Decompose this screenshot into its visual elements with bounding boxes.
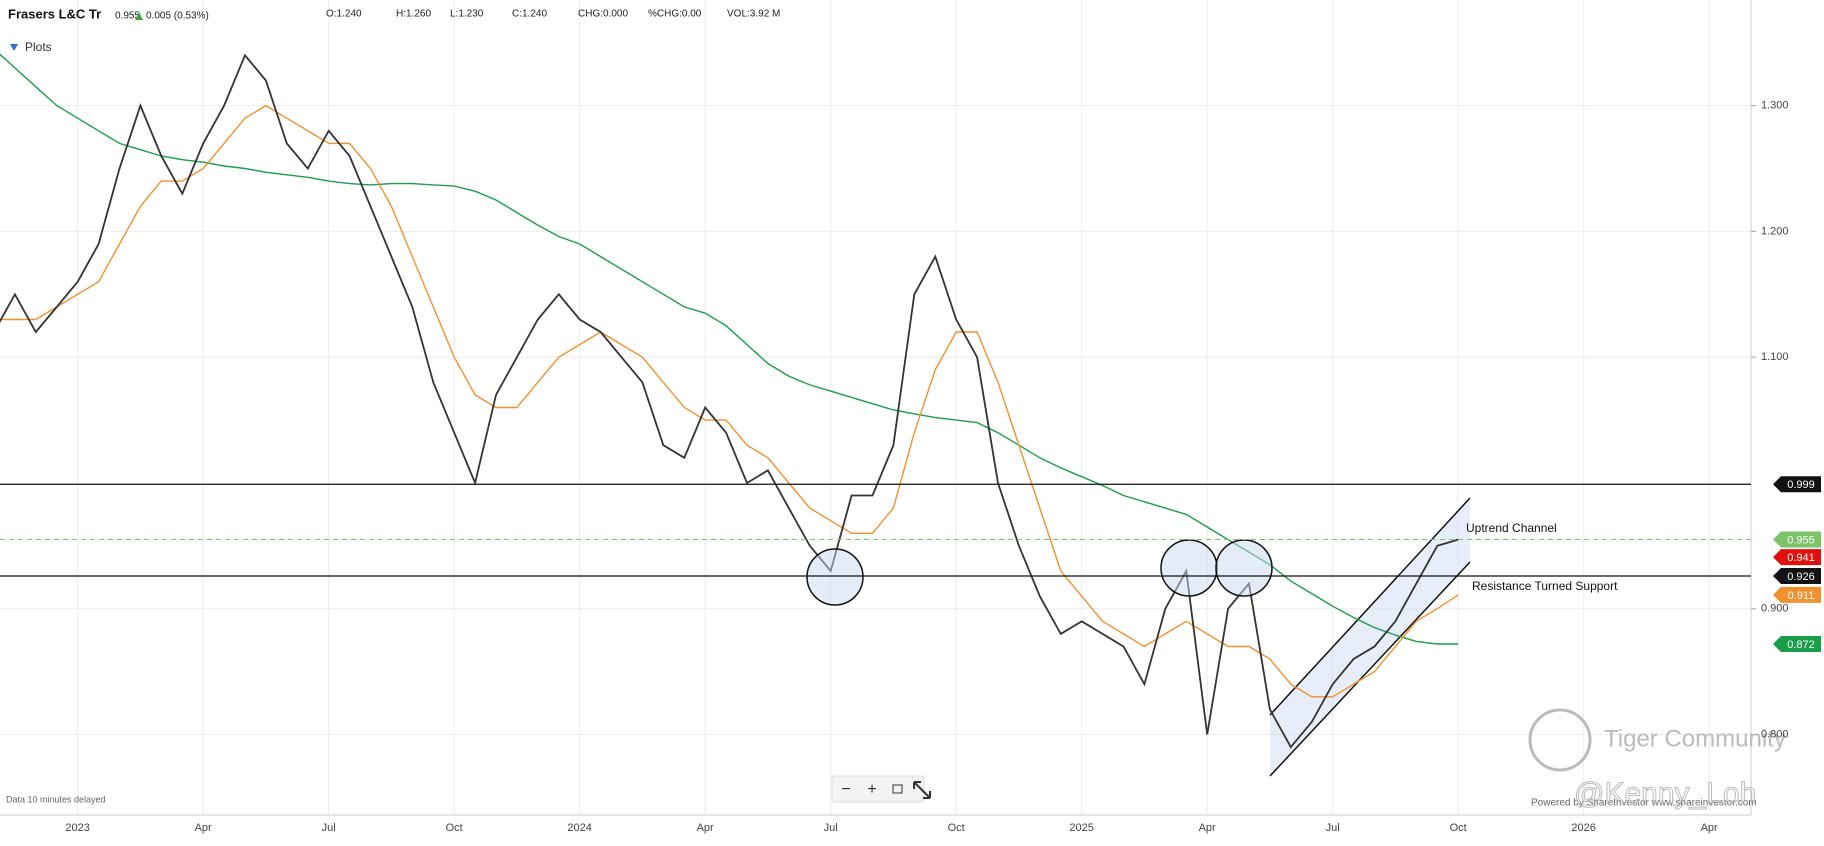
price-markers: 0.999 0.955 0.941 0.926 0.911 0.872 xyxy=(0,476,1821,652)
x-tick-label: Jul xyxy=(322,822,336,834)
x-tick-label: Oct xyxy=(1450,822,1467,834)
price-line xyxy=(0,53,1459,749)
x-tick-label: Oct xyxy=(446,822,463,834)
up-arrow xyxy=(135,12,143,20)
fit-button[interactable] xyxy=(892,784,903,794)
x-tick-label: 2023 xyxy=(65,822,89,834)
price-marker xyxy=(1773,635,1821,652)
powered-by: Powered by ShareInvestor www.shareinvest… xyxy=(1531,798,1757,809)
price-line xyxy=(0,104,1459,698)
price-marker xyxy=(1773,549,1821,566)
zoom-in[interactable]: + xyxy=(867,781,876,798)
last-price: 0.955 xyxy=(115,11,140,22)
x-tick-label: Jul xyxy=(1326,822,1340,834)
y-tick-label: 1.300 xyxy=(1761,100,1789,112)
annotation: Resistance Turned Support xyxy=(1472,579,1618,593)
expand-button[interactable] xyxy=(913,781,931,799)
price-marker xyxy=(1773,476,1821,493)
zoom-controls: − + xyxy=(831,775,931,803)
watermark-user: @Kenny_Loh xyxy=(1574,777,1756,810)
annotation: Uptrend Channel xyxy=(1466,521,1557,535)
x-tick-label: 2024 xyxy=(567,822,591,834)
price-change: 0.005 (0.53%) xyxy=(146,11,209,22)
x-tick-label: Oct xyxy=(948,822,965,834)
zoom-out[interactable]: − xyxy=(841,781,850,798)
x-tick-label: Apr xyxy=(1199,822,1216,834)
x-tick-label: Jul xyxy=(824,822,838,834)
series-group xyxy=(0,53,1459,749)
price-marker-label: 0.955 xyxy=(1787,534,1815,546)
y-tick-label: 1.100 xyxy=(1761,351,1789,363)
close: C:1.240 xyxy=(512,9,547,20)
price-marker-label: 0.872 xyxy=(1787,639,1815,651)
low: L:1.230 xyxy=(450,9,484,20)
x-tick-label: Apr xyxy=(195,822,212,834)
y-tick-label: 0.900 xyxy=(1761,603,1789,615)
percent-change: %CHG:0.00 xyxy=(648,9,702,20)
price-line xyxy=(0,53,1459,645)
zoom-bar xyxy=(831,775,925,803)
price-marker-label: 0.911 xyxy=(1788,590,1815,602)
highlight-circle xyxy=(1160,539,1218,597)
channel-line xyxy=(1269,561,1471,777)
open: O:1.240 xyxy=(326,9,362,20)
instrument-name: Frasers L&C Tr xyxy=(8,6,101,21)
price-marker-label: 0.999 xyxy=(1787,479,1815,491)
channel-line xyxy=(1269,497,1471,716)
y-tick-label: 1.200 xyxy=(1761,225,1789,237)
price-marker xyxy=(1773,568,1821,585)
plots-toggle[interactable]: Plots xyxy=(25,40,52,54)
x-tick-label: Apr xyxy=(1701,822,1718,834)
price-marker-label: 0.941 xyxy=(1787,552,1815,564)
change: CHG:0.000 xyxy=(578,9,628,20)
x-tick-label: Apr xyxy=(697,822,714,834)
grid xyxy=(0,0,1756,815)
highlight-circle xyxy=(1215,539,1273,597)
price-marker-label: 0.926 xyxy=(1787,571,1815,583)
watermark: Tiger Community xyxy=(1604,725,1786,752)
price-marker xyxy=(1773,531,1821,548)
plots-toggle-icon[interactable] xyxy=(10,44,18,51)
high: H:1.260 xyxy=(396,9,431,20)
highlight-circle xyxy=(806,548,864,606)
y-tick-label: 0.800 xyxy=(1761,728,1789,740)
delay-note: Data 10 minutes delayed xyxy=(6,794,106,804)
watermark-logo xyxy=(1528,708,1592,772)
x-tick-label: 2026 xyxy=(1571,822,1595,834)
x-tick-label: 2025 xyxy=(1069,822,1093,834)
volume: VOL:3.92 M xyxy=(727,9,780,20)
price-marker xyxy=(1773,586,1821,603)
